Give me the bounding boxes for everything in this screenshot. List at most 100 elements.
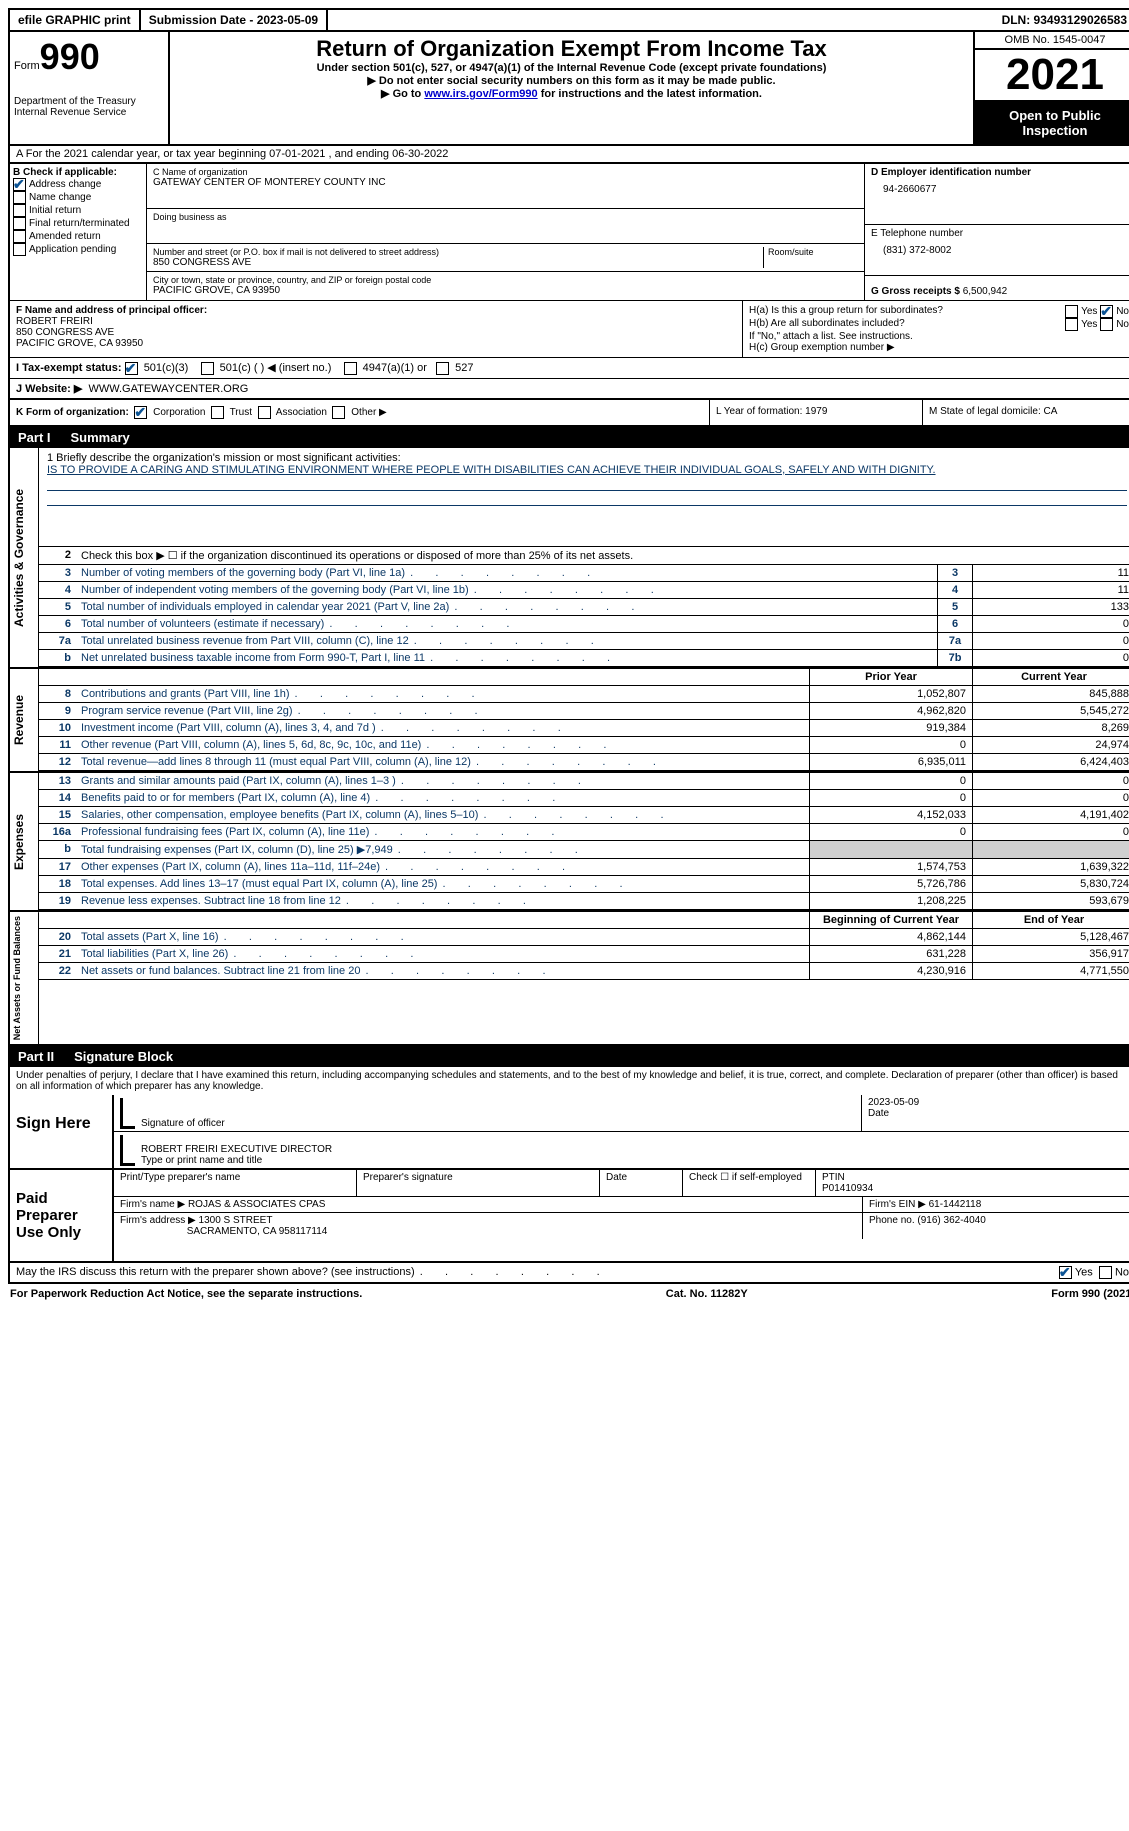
check-name-change[interactable]: Name change bbox=[13, 191, 143, 204]
header-right: OMB No. 1545-0047 2021 Open to Public In… bbox=[975, 32, 1129, 144]
table-row: 21 Total liabilities (Part X, line 26) 6… bbox=[39, 946, 1129, 963]
check-address-change[interactable]: Address change bbox=[13, 178, 143, 191]
table-row: 19 Revenue less expenses. Subtract line … bbox=[39, 893, 1129, 910]
table-row: b Net unrelated business taxable income … bbox=[39, 650, 1129, 667]
subtitle-1: Under section 501(c), 527, or 4947(a)(1)… bbox=[174, 62, 969, 74]
check-corporation[interactable] bbox=[134, 406, 147, 419]
state-domicile: M State of legal domicile: CA bbox=[922, 400, 1129, 425]
col-c: C Name of organization GATEWAY CENTER OF… bbox=[147, 164, 864, 300]
form-number: 990 bbox=[40, 36, 100, 77]
paid-preparer-section: Paid Preparer Use Only Print/Type prepar… bbox=[8, 1170, 1129, 1263]
checkbox-icon bbox=[13, 243, 26, 256]
ein: 94-2660677 bbox=[871, 178, 1129, 195]
row-fgh: F Name and address of principal officer:… bbox=[8, 300, 1129, 357]
table-row: 14 Benefits paid to or for members (Part… bbox=[39, 790, 1129, 807]
sign-here-section: Sign Here Signature of officer 2023-05-0… bbox=[8, 1095, 1129, 1170]
tax-year: 2021 bbox=[975, 50, 1129, 102]
table-row: 5 Total number of individuals employed i… bbox=[39, 599, 1129, 616]
city-state-zip: PACIFIC GROVE, CA 93950 bbox=[153, 285, 858, 296]
vlabel-governance: Activities & Governance bbox=[10, 448, 39, 667]
topbar: efile GRAPHIC print Submission Date - 20… bbox=[8, 8, 1129, 32]
arrow-icon bbox=[120, 1098, 135, 1129]
checkbox-icon bbox=[13, 178, 26, 191]
mission-text: IS TO PROVIDE A CARING AND STIMULATING E… bbox=[47, 464, 1127, 476]
part-ii-header: Part IISignature Block bbox=[8, 1046, 1129, 1067]
group-return-no[interactable]: Yes No bbox=[1065, 305, 1129, 318]
firm-phone: (916) 362-4040 bbox=[917, 1215, 985, 1226]
gross-receipts: 6,500,942 bbox=[963, 286, 1008, 297]
public-inspection: Open to Public Inspection bbox=[975, 102, 1129, 144]
table-row: 10 Investment income (Part VIII, column … bbox=[39, 720, 1129, 737]
org-name: GATEWAY CENTER OF MONTEREY COUNTY INC bbox=[153, 177, 858, 188]
check-initial-return[interactable]: Initial return bbox=[13, 204, 143, 217]
checkbox-icon bbox=[13, 230, 26, 243]
table-row: 7a Total unrelated business revenue from… bbox=[39, 633, 1129, 650]
ptin: P01410934 bbox=[822, 1183, 1129, 1194]
table-row: 18 Total expenses. Add lines 13–17 (must… bbox=[39, 876, 1129, 893]
row-k: K Form of organization: Corporation Trus… bbox=[8, 399, 1129, 427]
col-d: D Employer identification number 94-2660… bbox=[864, 164, 1129, 300]
table-row: 12 Total revenue—add lines 8 through 11 … bbox=[39, 754, 1129, 771]
dln: DLN: 93493129026583 bbox=[994, 10, 1129, 30]
year-formation: L Year of formation: 1979 bbox=[709, 400, 922, 425]
checkbox-icon bbox=[13, 191, 26, 204]
checkbox-icon bbox=[13, 204, 26, 217]
form-header: Form990 Department of the Treasury Inter… bbox=[8, 32, 1129, 146]
section-bcd: B Check if applicable: Address change Na… bbox=[8, 164, 1129, 300]
sign-date: 2023-05-09 bbox=[868, 1097, 1128, 1108]
vlabel-expenses: Expenses bbox=[10, 773, 39, 910]
arrow-icon bbox=[120, 1135, 135, 1166]
col-b-checkboxes: B Check if applicable: Address change Na… bbox=[10, 164, 147, 300]
table-row: 3 Number of voting members of the govern… bbox=[39, 565, 1129, 582]
discuss-yes[interactable]: Yes No bbox=[1059, 1266, 1129, 1279]
table-row: 9 Program service revenue (Part VIII, li… bbox=[39, 703, 1129, 720]
check-501c3[interactable] bbox=[125, 362, 138, 375]
subs-included[interactable]: Yes No bbox=[1065, 318, 1129, 331]
table-row: b Total fundraising expenses (Part IX, c… bbox=[39, 841, 1129, 859]
row-i: I Tax-exempt status: 501(c)(3) 501(c) ( … bbox=[8, 357, 1129, 378]
firm-name: ROJAS & ASSOCIATES CPAS bbox=[188, 1199, 325, 1210]
summary-grid: Activities & Governance 1 Briefly descri… bbox=[8, 448, 1129, 669]
firm-ein: 61-1442118 bbox=[929, 1199, 982, 1210]
table-row: 17 Other expenses (Part IX, column (A), … bbox=[39, 859, 1129, 876]
vlabel-net-assets: Net Assets or Fund Balances bbox=[10, 912, 39, 1044]
form-title: Return of Organization Exempt From Incom… bbox=[174, 36, 969, 62]
submission-date: Submission Date - 2023-05-09 bbox=[141, 10, 328, 30]
table-row: 22 Net assets or fund balances. Subtract… bbox=[39, 963, 1129, 980]
mission-block: 1 Briefly describe the organization's mi… bbox=[39, 448, 1129, 547]
irs-label: Internal Revenue Service bbox=[14, 107, 164, 118]
table-row: 8 Contributions and grants (Part VIII, l… bbox=[39, 686, 1129, 703]
officer-name: ROBERT FREIRI bbox=[16, 316, 736, 327]
dept-treasury: Department of the Treasury bbox=[14, 96, 164, 107]
checkbox-icon bbox=[13, 217, 26, 230]
table-row: 6 Total number of volunteers (estimate i… bbox=[39, 616, 1129, 633]
table-row: 13 Grants and similar amounts paid (Part… bbox=[39, 773, 1129, 790]
telephone: (831) 372-8002 bbox=[871, 239, 1129, 256]
table-row: 4 Number of independent voting members o… bbox=[39, 582, 1129, 599]
omb-number: OMB No. 1545-0047 bbox=[975, 32, 1129, 50]
check-amended[interactable]: Amended return bbox=[13, 230, 143, 243]
efile-label: efile GRAPHIC print bbox=[10, 10, 141, 30]
discuss-row: May the IRS discuss this return with the… bbox=[8, 1263, 1129, 1284]
table-row: 11 Other revenue (Part VIII, column (A),… bbox=[39, 737, 1129, 754]
page-footer: For Paperwork Reduction Act Notice, see … bbox=[8, 1284, 1129, 1304]
check-pending[interactable]: Application pending bbox=[13, 243, 143, 256]
form-id-block: Form990 Department of the Treasury Inter… bbox=[10, 32, 170, 144]
table-row: 15 Salaries, other compensation, employe… bbox=[39, 807, 1129, 824]
signer-name: ROBERT FREIRI EXECUTIVE DIRECTOR bbox=[141, 1144, 332, 1155]
form-word: Form bbox=[14, 60, 40, 72]
subtitle-3: ▶ Go to www.irs.gov/Form990 for instruct… bbox=[174, 87, 969, 100]
row-a-tax-year: A For the 2021 calendar year, or tax yea… bbox=[8, 146, 1129, 164]
part-i-header: Part ISummary bbox=[8, 427, 1129, 448]
header-center: Return of Organization Exempt From Incom… bbox=[170, 32, 975, 144]
street-address: 850 CONGRESS AVE bbox=[153, 257, 763, 268]
subtitle-2: ▶ Do not enter social security numbers o… bbox=[174, 74, 969, 87]
vlabel-revenue: Revenue bbox=[10, 669, 39, 771]
website: WWW.GATEWAYCENTER.ORG bbox=[88, 383, 248, 395]
penalty-text: Under penalties of perjury, I declare th… bbox=[8, 1067, 1129, 1095]
check-final-return[interactable]: Final return/terminated bbox=[13, 217, 143, 230]
table-row: 16a Professional fundraising fees (Part … bbox=[39, 824, 1129, 841]
irs-link[interactable]: www.irs.gov/Form990 bbox=[424, 88, 537, 100]
row-j: J Website: ▶ WWW.GATEWAYCENTER.ORG bbox=[8, 378, 1129, 399]
table-row: 20 Total assets (Part X, line 16) 4,862,… bbox=[39, 929, 1129, 946]
